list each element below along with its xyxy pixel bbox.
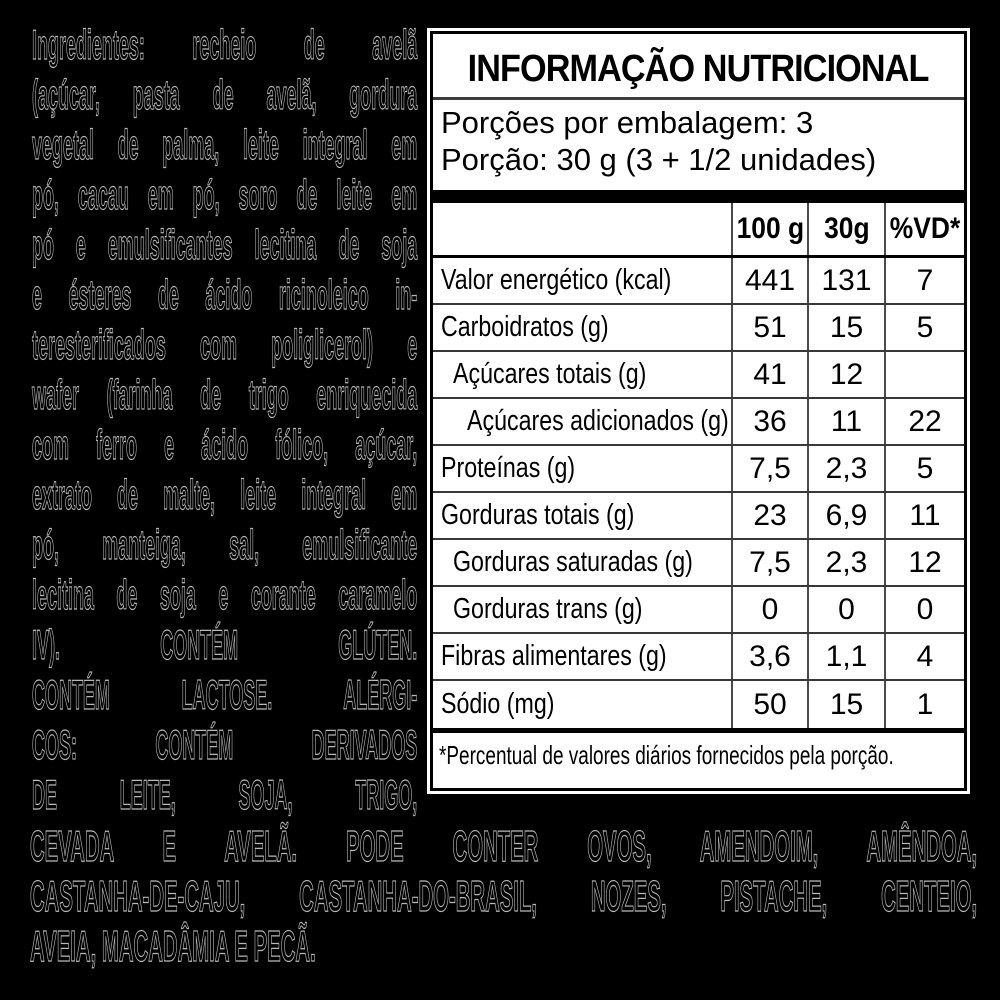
- ingredients-line: (açúcar, pasta de avelã, gordura: [32, 70, 418, 118]
- header-100g: 100 g: [731, 203, 807, 255]
- daily-value-footnote: *Percentual de valores diários fornecido…: [433, 728, 964, 771]
- ingredients-line: CASTANHA-DE-CAJU, CASTANHA-DO-BRASIL, NO…: [30, 871, 978, 921]
- nutrition-row: Gorduras trans (g) 0 0 0: [433, 587, 964, 634]
- nutrition-row: Sódio (mg) 50 15 1: [433, 681, 964, 728]
- value-100g: 50: [731, 681, 807, 728]
- ingredients-line: e ésteres de ácido ricinoleico in-: [32, 270, 418, 318]
- ingredients-line: teresterificados com poliglicerol) e: [32, 320, 418, 368]
- value-30g: 2,3: [807, 540, 884, 585]
- header-vd: %VD*: [884, 203, 964, 255]
- value-vd: 5: [884, 446, 964, 491]
- ingredients-line: CONTÉM LACTOSE. ALÉRGI-: [32, 670, 418, 718]
- value-vd: 11: [884, 493, 964, 538]
- nutrition-row: Carboidratos (g) 51 15 5: [433, 305, 964, 352]
- value-30g: 11: [807, 399, 884, 444]
- nutrient-name: Fibras alimentares (g): [441, 640, 667, 672]
- value-vd: 22: [884, 399, 964, 444]
- nutrition-row: Açúcares adicionados (g) 36 11 22: [433, 399, 964, 446]
- nutrient-name: Valor energético (kcal): [441, 264, 672, 296]
- ingredients-line: COS: CONTÉM DERIVADOS: [32, 720, 418, 768]
- nutrition-row: Gorduras totais (g) 23 6,9 11: [433, 493, 964, 540]
- value-100g: 51: [731, 305, 807, 350]
- ingredients-line: AVEIA, MACADÂMIA E PECÃ.: [30, 921, 316, 971]
- nutrition-title: INFORMAÇÃO NUTRICIONAL: [468, 48, 930, 90]
- nutrient-name: Proteínas (g): [441, 452, 576, 484]
- ingredients-line: IV). CONTÉM GLÚTEN.: [32, 620, 418, 668]
- value-vd: 5: [884, 305, 964, 350]
- nutrient-name: Gorduras totais (g): [441, 499, 635, 531]
- value-vd: 7: [884, 258, 964, 303]
- value-vd: 4: [884, 634, 964, 679]
- nutrient-name: Gorduras trans (g): [453, 593, 643, 625]
- value-30g: 15: [807, 305, 884, 350]
- nutrient-name: Açúcares adicionados (g): [467, 405, 729, 437]
- value-30g: 0: [807, 587, 884, 632]
- value-100g: 7,5: [731, 446, 807, 491]
- portion-size: Porção: 30 g (3 + 1/2 unidades): [441, 142, 877, 177]
- value-30g: 2,3: [807, 446, 884, 491]
- ingredients-line: lecitina de soja e corante caramelo: [32, 570, 418, 618]
- value-100g: 36: [731, 399, 807, 444]
- nutrition-row: Açúcares totais (g) 41 12: [433, 352, 964, 399]
- nutrient-name: Carboidratos (g): [441, 311, 609, 343]
- table-header-row: 100 g 30g %VD*: [433, 203, 964, 258]
- ingredients-text-column: Ingredientes: recheio de avelã (açúcar, p…: [32, 20, 932, 820]
- ingredients-line: pó, cacau em pó, soro de leite em: [32, 170, 418, 218]
- nutrition-row: Fibras alimentares (g) 3,6 1,1 4: [433, 634, 964, 681]
- nutrition-facts-panel: INFORMAÇÃO NUTRICIONAL Porções por embal…: [427, 28, 970, 794]
- ingredients-line: extrato de malte, leite integral em: [32, 470, 418, 518]
- ingredients-line: CEVADA E AVELÃ. PODE CONTER OVOS, AMENDO…: [30, 821, 978, 871]
- value-vd: 1: [884, 681, 964, 728]
- value-vd: [884, 352, 964, 397]
- ingredients-line: DE LEITE, SOJA, TRIGO,: [32, 770, 418, 818]
- value-30g: 131: [807, 258, 884, 303]
- value-30g: 12: [807, 352, 884, 397]
- ingredients-text-bottom: CEVADA E AVELÃ. PODE CONTER OVOS, AMENDO…: [30, 821, 1000, 972]
- value-30g: 15: [807, 681, 884, 728]
- header-empty-cell: [433, 203, 731, 255]
- nutrient-name: Açúcares totais (g): [453, 358, 647, 390]
- separator-bar: [433, 190, 964, 203]
- ingredients-line: pó e emulsificantes lecitina de soja: [32, 220, 418, 268]
- header-30g: 30g: [807, 203, 884, 255]
- value-100g: 441: [731, 258, 807, 303]
- ingredients-line: com ferro e ácido fólico, açúcar,: [32, 420, 418, 468]
- table-body: Valor energético (kcal) 441 131 7 Carboi…: [433, 258, 964, 728]
- value-100g: 23: [731, 493, 807, 538]
- value-30g: 1,1: [807, 634, 884, 679]
- value-100g: 7,5: [731, 540, 807, 585]
- nutrition-row: Proteínas (g) 7,5 2,3 5: [433, 446, 964, 493]
- ingredients-line: vegetal de palma, leite integral em: [32, 120, 418, 168]
- nutrition-row: Gorduras saturadas (g) 7,5 2,3 12: [433, 540, 964, 587]
- value-100g: 3,6: [731, 634, 807, 679]
- ingredients-line: Ingredientes: recheio de avelã: [32, 20, 418, 68]
- portion-info: Porções por embalagem: 3 Porção: 30 g (3…: [433, 100, 964, 178]
- value-vd: 12: [884, 540, 964, 585]
- nutrition-row: Valor energético (kcal) 441 131 7: [433, 258, 964, 305]
- ingredients-line: pó, manteiga, sal, emulsificante: [32, 520, 418, 568]
- nutrient-name: Sódio (mg): [441, 688, 555, 720]
- value-100g: 41: [731, 352, 807, 397]
- value-100g: 0: [731, 587, 807, 632]
- nutrient-name: Gorduras saturadas (g): [453, 546, 693, 578]
- servings-per-package: Porções por embalagem: 3: [441, 105, 814, 140]
- value-vd: 0: [884, 587, 964, 632]
- ingredients-line: wafer (farinha de trigo enriquecida: [32, 370, 418, 418]
- value-30g: 6,9: [807, 493, 884, 538]
- title-divider: [433, 97, 964, 100]
